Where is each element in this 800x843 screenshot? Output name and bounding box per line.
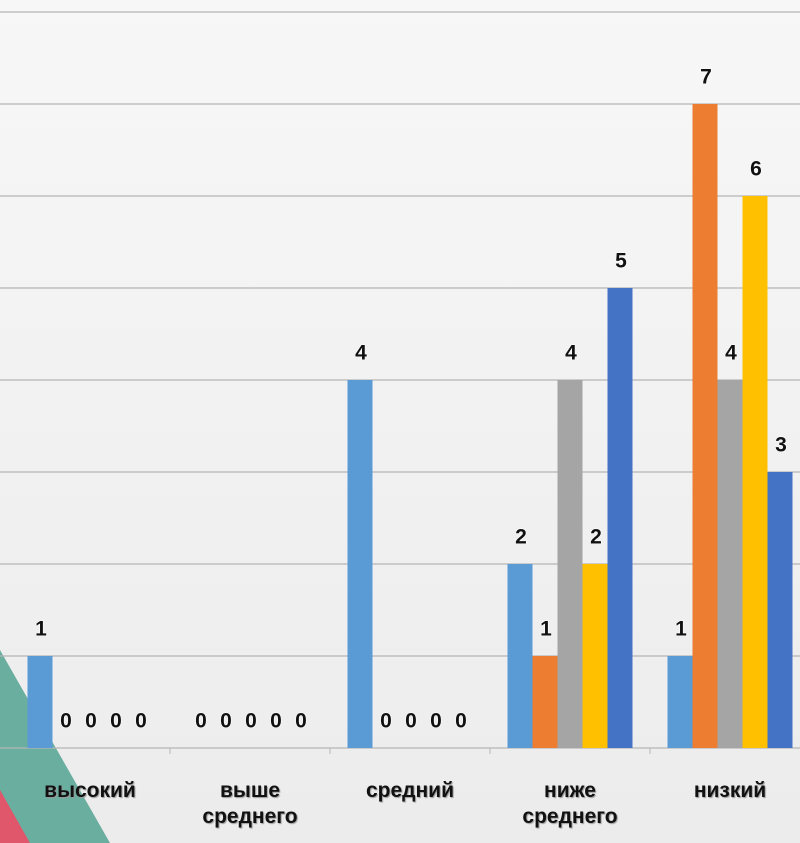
data-label: 0: [405, 710, 417, 733]
data-label: 0: [220, 710, 232, 733]
data-label: 0: [195, 710, 207, 733]
data-label: 0: [85, 710, 97, 733]
bar: [667, 656, 693, 748]
data-label: 0: [60, 710, 72, 733]
bar: [717, 380, 743, 748]
data-label: 1: [675, 618, 687, 641]
x-tick-label: выше среднего: [202, 779, 298, 828]
x-tick-label: ниже среднего: [522, 779, 618, 828]
data-label: 7: [700, 66, 712, 89]
bar: [607, 288, 633, 748]
data-label: 0: [245, 710, 257, 733]
data-label: 2: [515, 526, 527, 549]
data-label: 3: [775, 434, 787, 457]
data-label: 4: [565, 342, 577, 365]
data-label: 0: [455, 710, 467, 733]
bar: [27, 656, 53, 748]
bar: [767, 472, 793, 748]
data-label: 4: [725, 342, 737, 365]
data-label: 0: [430, 710, 442, 733]
data-label: 2: [590, 526, 602, 549]
bar: [532, 656, 558, 748]
data-label: 0: [135, 710, 147, 733]
bar: [582, 564, 608, 748]
bar: [507, 564, 533, 748]
x-tick-label: низкий: [693, 779, 767, 802]
data-label: 5: [615, 250, 627, 273]
data-label: 0: [380, 710, 392, 733]
data-label: 1: [540, 618, 552, 641]
x-tick-label: средний: [365, 779, 455, 802]
data-label: 0: [295, 710, 307, 733]
bar: [742, 196, 768, 748]
x-tick-label: высокий: [44, 779, 136, 802]
bar: [557, 380, 583, 748]
decoration: [0, 790, 30, 843]
data-label: 0: [110, 710, 122, 733]
data-label: 0: [270, 710, 282, 733]
bar: [347, 380, 373, 748]
bar: [692, 104, 718, 748]
decoration: [0, 650, 110, 843]
data-label: 6: [750, 158, 762, 181]
data-label: 4: [355, 342, 367, 365]
data-label: 1: [35, 618, 47, 641]
